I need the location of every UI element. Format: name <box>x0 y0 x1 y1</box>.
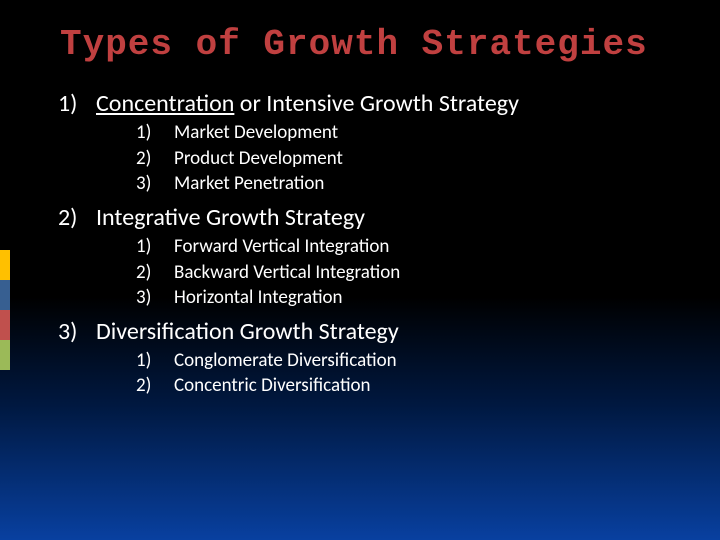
list-item: 1) Concentration or Intensive Growth Str… <box>52 89 680 197</box>
sub-item: 3)Market Penetration <box>136 171 680 197</box>
sub-item: 1)Conglomerate Diversification <box>136 348 680 374</box>
item-label: Diversification Growth Strategy <box>96 317 399 346</box>
list-item: 2) Integrative Growth Strategy 1)Forward… <box>52 203 680 311</box>
sub-item: 2)Concentric Diversification <box>136 373 680 399</box>
sub-item: 1)Forward Vertical Integration <box>136 234 680 260</box>
sub-item: 2)Backward Vertical Integration <box>136 260 680 286</box>
item-number: 2) <box>52 203 96 232</box>
accent-bar <box>0 250 10 370</box>
item-label: Concentration or Intensive Growth Strate… <box>96 89 519 118</box>
slide-title: Types of Growth Strategies <box>0 0 720 65</box>
list-item: 3) Diversification Growth Strategy 1)Con… <box>52 317 680 399</box>
item-number: 3) <box>52 317 96 346</box>
item-number: 1) <box>52 89 96 118</box>
content: 1) Concentration or Intensive Growth Str… <box>0 65 720 399</box>
sub-item: 2)Product Development <box>136 146 680 172</box>
sub-item: 1)Market Development <box>136 120 680 146</box>
item-label: Integrative Growth Strategy <box>96 203 365 232</box>
sub-item: 3)Horizontal Integration <box>136 285 680 311</box>
